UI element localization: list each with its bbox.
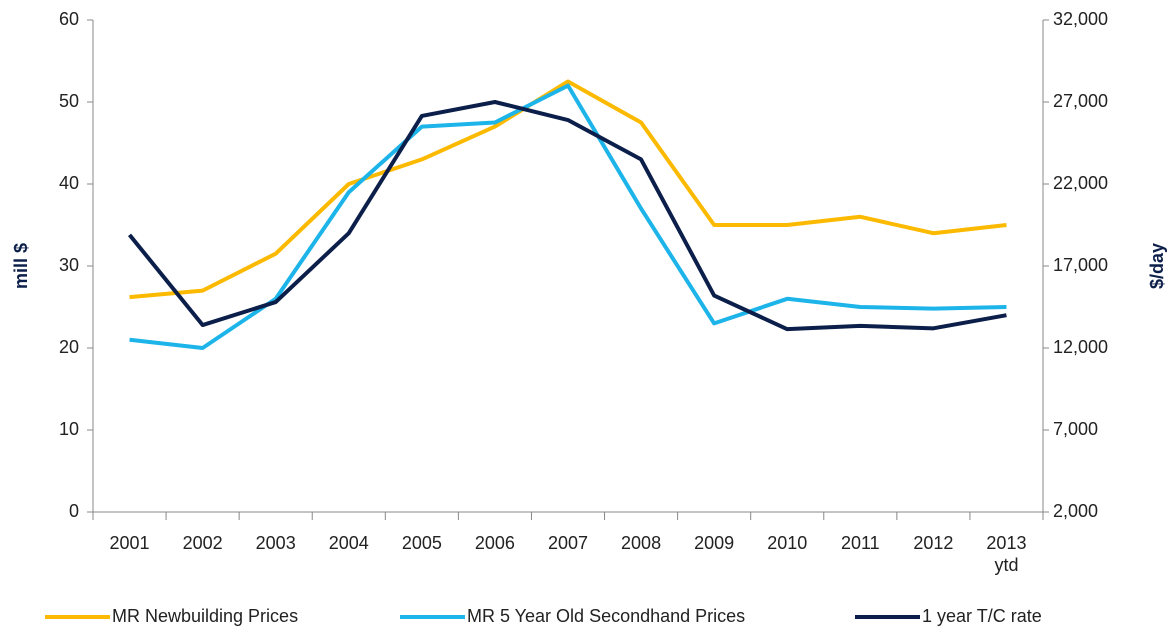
y-tick-label: 0 xyxy=(69,501,79,521)
x-tick-label: 2008 xyxy=(621,533,662,553)
x-tick-label: 2004 xyxy=(328,533,369,553)
x-tick-label: 2003 xyxy=(255,533,296,553)
x-tick-label: 2013 ytd xyxy=(986,533,1027,575)
legend-label: MR Newbuilding Prices xyxy=(112,606,298,626)
y-tick-label: 10 xyxy=(59,419,79,439)
x-tick-label: 2006 xyxy=(474,533,515,553)
y2-tick-label: 27,000 xyxy=(1053,91,1108,111)
x-tick-label: 2002 xyxy=(182,533,223,553)
x-tick-label: 2007 xyxy=(547,533,589,553)
x-tick-label: 2009 xyxy=(694,533,735,553)
x-tick-label: 2012 xyxy=(913,533,954,553)
y-axis-title: mill $ xyxy=(11,243,31,289)
legend-label: MR 5 Year Old Secondhand Prices xyxy=(467,606,745,626)
series-line xyxy=(127,100,1007,332)
x-tick-label: 2010 xyxy=(767,533,808,553)
series-line xyxy=(129,83,1007,350)
y2-tick-label: 17,000 xyxy=(1053,255,1108,275)
x-tick-label: 2005 xyxy=(401,533,442,553)
y-tick-label: 40 xyxy=(59,173,79,193)
y-tick-label: 60 xyxy=(59,9,79,29)
y2-tick-label: 22,000 xyxy=(1053,173,1108,193)
y2-tick-label: 12,000 xyxy=(1053,337,1108,357)
series-line xyxy=(129,79,1007,300)
x-tick-label: 2011 xyxy=(840,533,880,553)
y2-tick-label: 7,000 xyxy=(1053,419,1098,439)
y-tick-label: 30 xyxy=(59,255,79,275)
y2-axis-title: $/day xyxy=(1147,243,1167,289)
y-tick-label: 50 xyxy=(59,91,79,111)
y2-tick-label: 32,000 xyxy=(1053,9,1108,29)
legend-label: 1 year T/C rate xyxy=(922,606,1042,626)
x-tick-label: 2001 xyxy=(109,533,150,553)
y-tick-label: 20 xyxy=(59,337,79,357)
y2-tick-label: 2,000 xyxy=(1053,501,1098,521)
